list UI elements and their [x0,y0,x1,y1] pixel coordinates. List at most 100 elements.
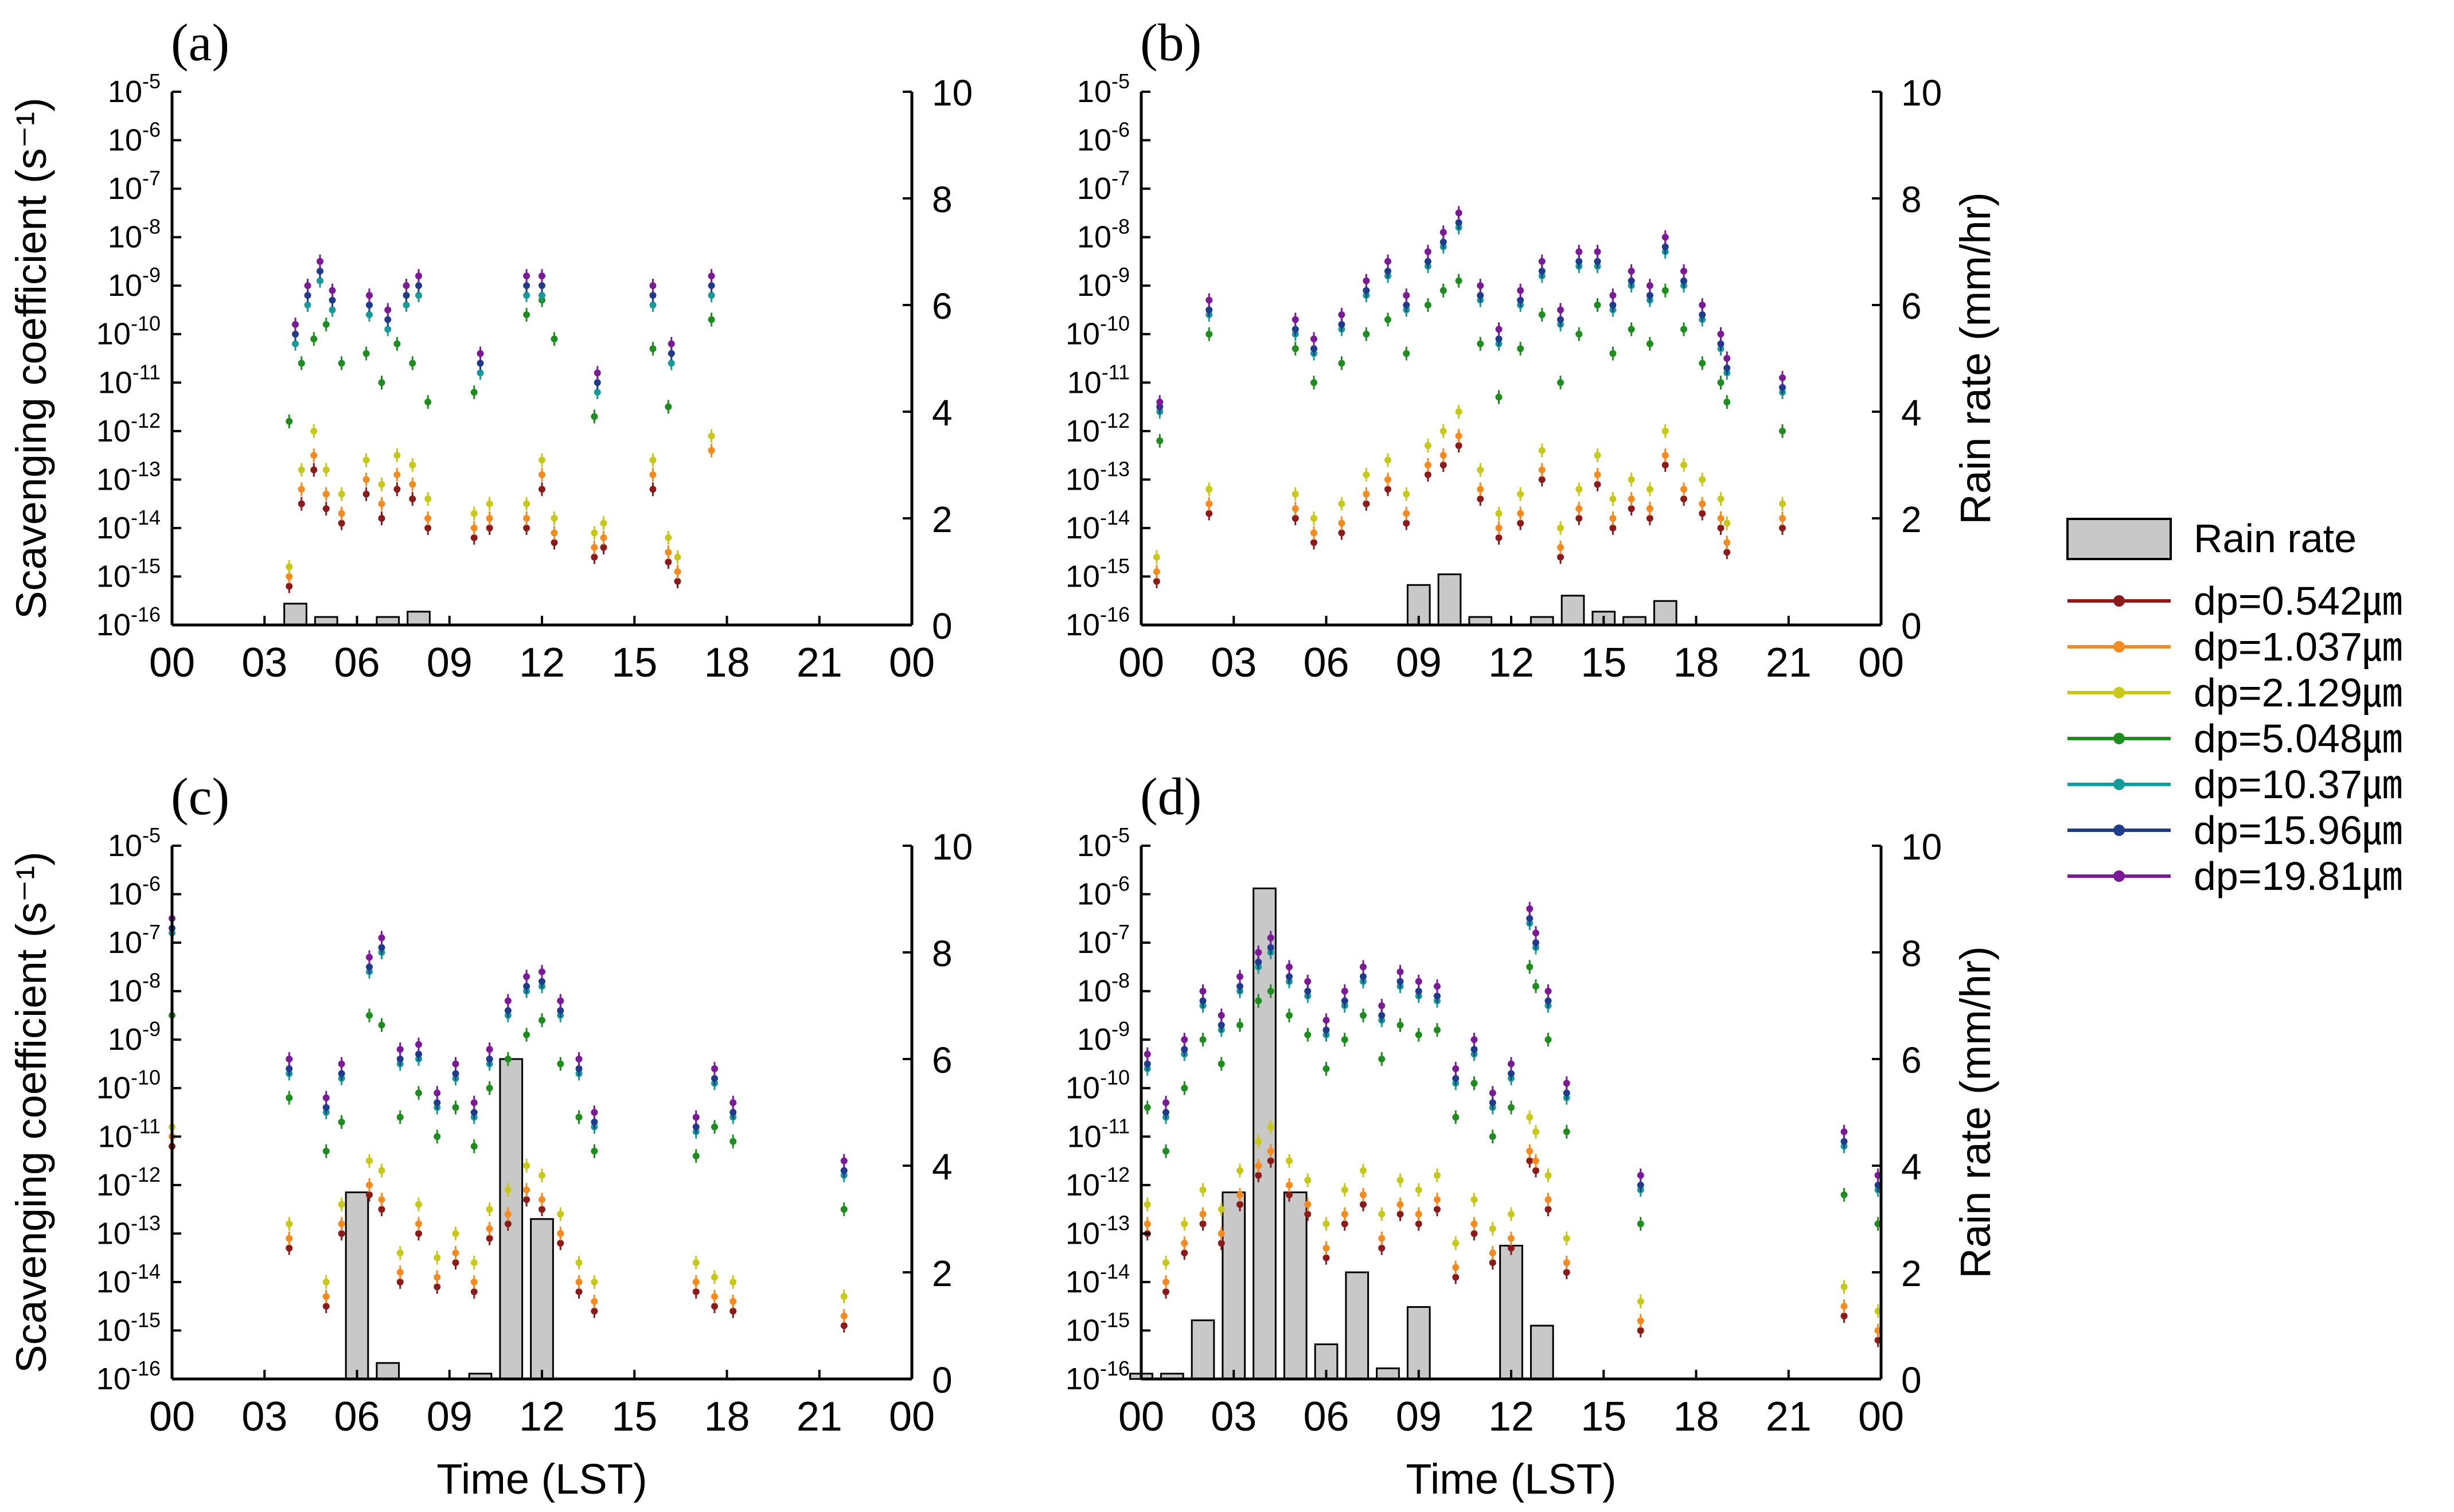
series-point [1199,1220,1207,1228]
series-point [304,292,311,299]
series-point [338,1220,345,1228]
series-point [1403,292,1410,299]
legend: Rain rate dp=0.542㎛dp=1.037㎛dp=2.129㎛dp=… [2066,516,2402,898]
series-point [1455,209,1462,217]
series-point [1840,1191,1848,1198]
series-point [378,1021,385,1029]
series-point [1424,462,1431,468]
series-point [434,1273,441,1281]
x-tick-label: 06 [1303,1394,1349,1440]
series-point [1779,374,1786,381]
series-point [1403,510,1410,517]
series-point [1699,500,1706,507]
panel-label: (d) [1140,767,1201,826]
series-point [1646,515,1653,522]
series-point [1609,515,1617,522]
series-point [1594,257,1601,265]
series-point [591,413,598,420]
series-point [1424,257,1431,265]
y-left-tick-label: 10-10 [96,1066,161,1105]
y-left-tick-label: 10-8 [108,969,161,1009]
series-point [1162,1147,1169,1155]
rain-rate-bar [345,1191,369,1380]
series-point [729,1109,737,1116]
series-point [1495,510,1503,517]
series-point [1455,277,1462,284]
series-point [1538,447,1546,454]
x-tick-label: 00 [1118,1394,1164,1440]
series-point [1205,330,1213,338]
series-point [424,495,432,503]
series-point [1779,524,1786,532]
series-point [523,292,530,299]
series-point [711,1123,718,1131]
series-point [1360,973,1367,980]
series-point [1403,519,1410,527]
series-point [486,1234,493,1242]
series-point [1338,529,1345,537]
y-left-tick-label: 10-11 [1067,1114,1130,1154]
series-point [1267,934,1274,941]
series-point [1609,292,1617,299]
series-point [1840,1138,1848,1145]
series-point [1267,987,1274,995]
series-point [600,519,607,527]
series-point [1699,311,1706,318]
series-point [366,1011,373,1019]
y-left-tick-label: 10-6 [108,118,161,158]
series-point [1267,1157,1274,1165]
series-point [729,1138,737,1145]
series-point [674,577,681,585]
series-point [523,973,530,980]
series-point [396,1056,404,1062]
series-point [1415,987,1422,995]
y-left-tick-label: 10-9 [108,1017,161,1057]
series-point [1162,1109,1169,1116]
series-point [1646,292,1653,299]
y-left-tick-label: 10-15 [96,554,161,593]
series-point [575,1259,583,1267]
series-point [1544,1171,1552,1179]
series-point [1717,340,1725,347]
y-left-tick-label: 10-9 [1077,1017,1130,1057]
series-point [1455,432,1462,440]
x-tick-label: 03 [241,640,287,686]
series-point [434,1089,441,1097]
rain-rate-bar [1345,1271,1370,1380]
legend-series-marker [2113,641,2125,653]
series-point [1415,1186,1422,1194]
series-point [393,471,401,478]
y-right-tick-label: 10 [1901,72,1942,114]
series-point [1517,490,1524,498]
series-point [298,466,305,474]
series-point [1526,963,1534,971]
x-tick-label: 18 [1673,640,1719,686]
x-tick-label: 12 [519,1394,565,1440]
series-point [649,471,657,478]
series-point [1477,340,1484,347]
series-point [477,369,484,377]
series-point [708,292,715,299]
series-point [1538,466,1546,474]
series-point [1144,1060,1151,1068]
series-point [551,335,558,343]
series-point [1424,302,1431,308]
x-tick-label: 15 [1581,1394,1626,1440]
series-point [1310,379,1317,386]
series-point [1338,519,1345,527]
series-point [1544,1206,1552,1213]
series-point [1489,1133,1496,1140]
series-point [366,954,373,961]
series-point [286,1065,293,1072]
series-point [1286,1157,1293,1165]
series-point [1508,1210,1515,1218]
x-tick-label: 00 [1858,1394,1904,1440]
series-point [486,1206,493,1213]
series-point [1286,1011,1293,1019]
series-point [1495,534,1503,541]
series-point [729,1298,737,1305]
y-left-tick-label: 10-5 [108,823,161,863]
series-point [1360,1191,1367,1198]
series-point [378,379,385,386]
series-point [1575,330,1583,338]
